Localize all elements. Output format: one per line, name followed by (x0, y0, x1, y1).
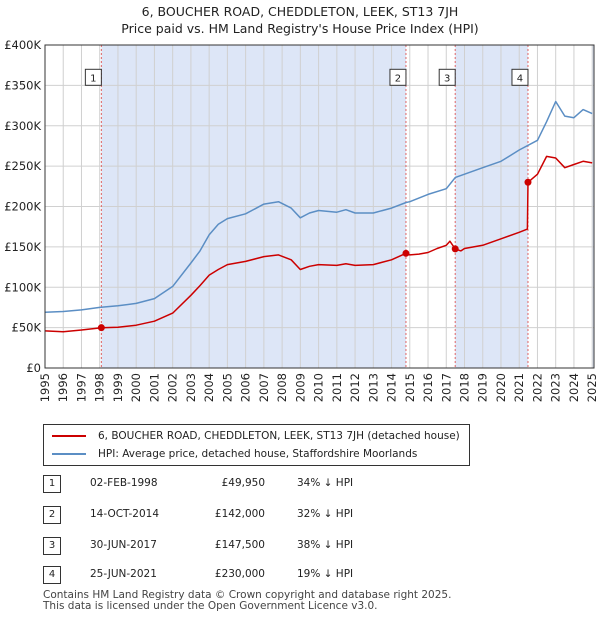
x-tick-label: 1995 (38, 373, 52, 402)
transaction-date: 25-JUN-2021 (90, 568, 157, 580)
chart-title: 6, BOUCHER ROAD, CHEDDLETON, LEEK, ST13 … (141, 4, 459, 19)
property-price-line (44, 155, 593, 333)
y-tick-label: £50K (12, 321, 42, 335)
sale-point (524, 178, 532, 186)
transaction-date: 02-FEB-1998 (90, 477, 158, 489)
transaction-price: £230,000 (214, 568, 265, 580)
y-tick-label: £400K (4, 38, 41, 52)
x-tick-label: 2012 (348, 373, 362, 402)
transaction-number: 3 (43, 537, 61, 555)
x-tick-label: 2002 (166, 373, 180, 402)
sale-point (402, 249, 410, 257)
x-tick-label: 1999 (111, 373, 125, 402)
x-tick-label: 2020 (494, 373, 508, 402)
y-tick-label: £350K (4, 78, 41, 92)
transaction-price: £49,950 (221, 477, 265, 489)
sale-label: 2 (395, 73, 401, 84)
x-tick-label: 2022 (530, 373, 544, 402)
x-tick-label: 2013 (366, 373, 380, 402)
footer-attribution: Contains HM Land Registry data © Crown c… (43, 590, 451, 612)
x-tick-label: 2025 (585, 373, 599, 402)
sale-label: 4 (517, 73, 523, 84)
plot-frame (44, 44, 595, 369)
sale-label: 1 (90, 73, 96, 84)
transaction-hpi-diff: 32% ↓ HPI (297, 508, 354, 520)
y-tick-label: £150K (4, 240, 41, 254)
x-tick-label: 2018 (458, 373, 472, 402)
x-tick-label: 2005 (220, 373, 234, 402)
sale-label: 3 (444, 73, 450, 84)
y-tick-label: £300K (4, 119, 41, 133)
legend-label-hpi: HPI: Average price, detached house, Staf… (98, 448, 418, 460)
x-tick-label: 2014 (385, 373, 399, 402)
x-tick-label: 2024 (567, 373, 581, 402)
x-tick-label: 2001 (147, 373, 161, 402)
x-tick-label: 1997 (74, 373, 88, 402)
y-tick-label: £200K (4, 200, 41, 214)
y-tick-label: £0 (26, 361, 41, 375)
transaction-date: 30-JUN-2017 (90, 539, 157, 551)
x-tick-label: 2003 (184, 373, 198, 402)
legend-label-property: 6, BOUCHER ROAD, CHEDDLETON, LEEK, ST13 … (98, 430, 460, 442)
sale-point (97, 324, 105, 332)
transaction-number: 4 (43, 566, 61, 584)
x-tick-label: 2019 (476, 373, 490, 402)
sale-label-box (511, 68, 529, 86)
sale-label-box (389, 68, 407, 86)
footer-line: This data is licensed under the Open Gov… (43, 600, 378, 612)
y-tick-label: £250K (4, 159, 41, 173)
x-tick-label: 2011 (330, 373, 344, 402)
x-tick-label: 2016 (421, 373, 435, 402)
legend-item-hpi: HPI: Average price, detached house, Staf… (52, 446, 417, 462)
transaction-hpi-diff: 34% ↓ HPI (297, 477, 354, 489)
legend-swatch-hpi (52, 453, 86, 455)
transaction-number: 1 (43, 475, 61, 493)
x-tick-label: 2000 (129, 373, 143, 402)
x-tick-label: 2010 (312, 373, 326, 402)
transaction-hpi-diff: 19% ↓ HPI (297, 568, 354, 580)
footer-line: Contains HM Land Registry data © Crown c… (43, 589, 452, 601)
transaction-number: 2 (43, 506, 61, 524)
chart-legend: 6, BOUCHER ROAD, CHEDDLETON, LEEK, ST13 … (43, 424, 470, 466)
x-tick-label: 2009 (293, 373, 307, 402)
legend-item-property: 6, BOUCHER ROAD, CHEDDLETON, LEEK, ST13 … (52, 428, 460, 444)
transaction-price: £142,000 (214, 508, 265, 520)
x-tick-label: 2004 (202, 373, 216, 402)
x-tick-label: 2021 (512, 373, 526, 402)
sale-label-box (438, 68, 456, 86)
transaction-date: 14-OCT-2014 (90, 508, 159, 520)
x-tick-label: 1998 (93, 373, 107, 402)
legend-swatch-property (52, 435, 86, 437)
x-tick-label: 2008 (275, 373, 289, 402)
x-tick-label: 2007 (257, 373, 271, 402)
x-tick-label: 2017 (439, 373, 453, 402)
sale-label-box (84, 68, 102, 86)
x-tick-label: 2006 (239, 373, 253, 402)
chart-subtitle: Price paid vs. HM Land Registry's House … (121, 21, 479, 36)
x-tick-label: 1996 (56, 373, 70, 402)
hpi-line (44, 100, 593, 314)
transaction-price: £147,500 (214, 539, 265, 551)
transaction-hpi-diff: 38% ↓ HPI (297, 539, 354, 551)
y-tick-label: £100K (4, 280, 41, 294)
x-tick-label: 2015 (403, 373, 417, 402)
price-chart: 1 2 3 4 £0 £50K £100K £150K £200K £250K £300K £350… (4, 38, 599, 402)
sale-point (451, 245, 459, 253)
x-tick-label: 2023 (549, 373, 563, 402)
